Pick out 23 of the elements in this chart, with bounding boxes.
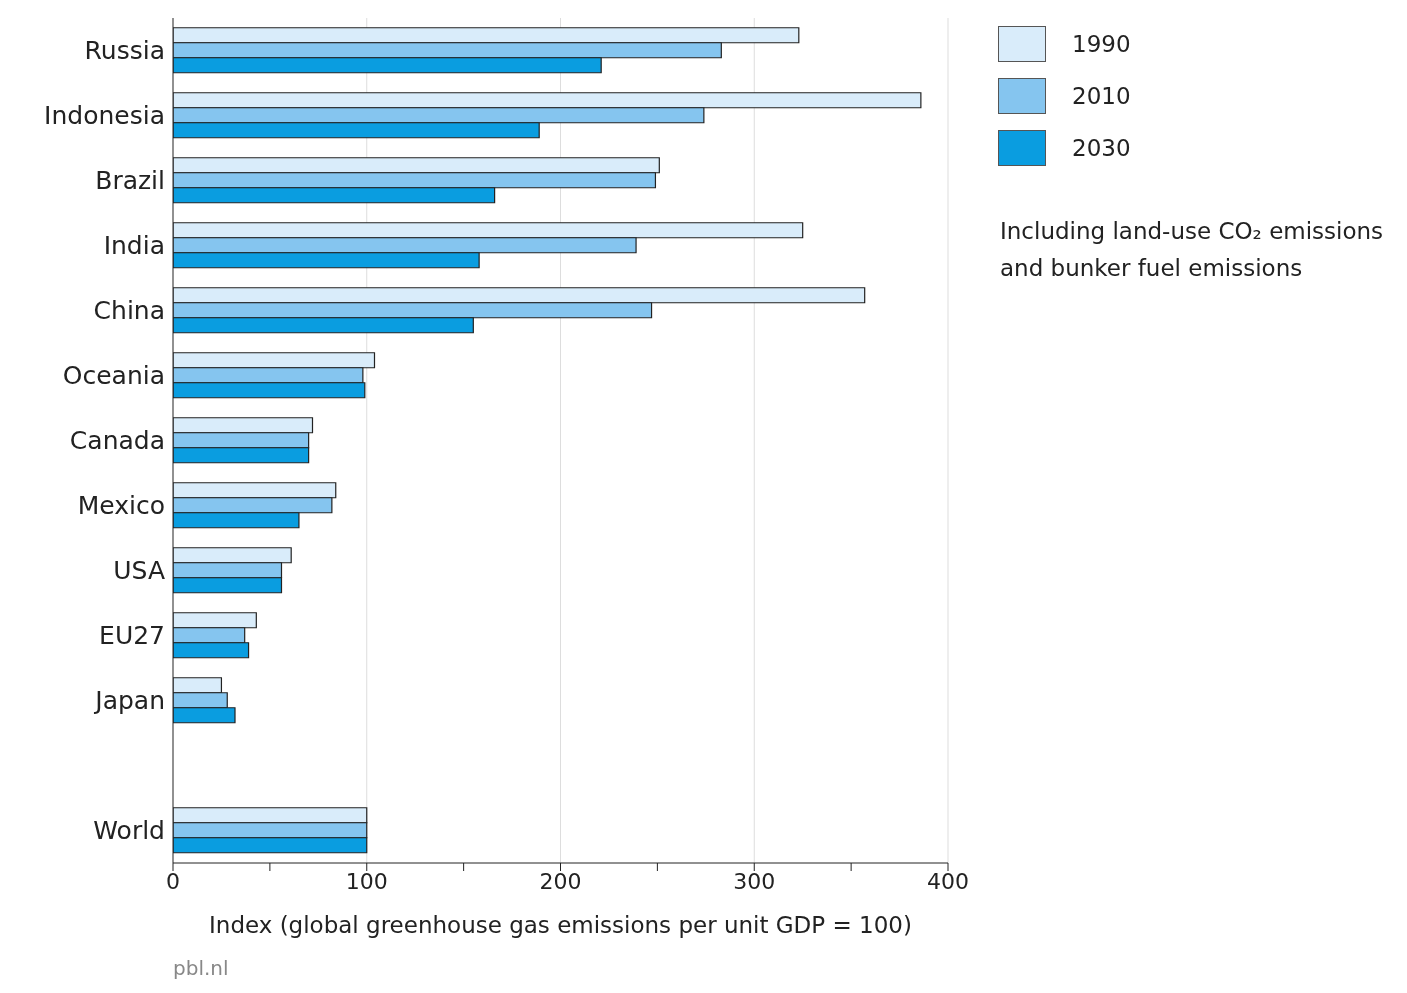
y-tick-label: USA [113, 556, 165, 586]
y-tick-label: Brazil [95, 166, 165, 196]
x-axis-title: Index (global greenhouse gas emissions per unit GDP = 100) [209, 912, 912, 938]
text: pbl.nl [173, 956, 229, 980]
legend-label: 1990 [1072, 31, 1131, 57]
x-tick-label: 400 [927, 868, 969, 894]
y-tick-label: India [103, 231, 165, 261]
y-tick-label: Canada [69, 426, 165, 456]
y-tick-label: China [93, 296, 165, 326]
legend-label: 2010 [1072, 83, 1131, 109]
x-tick-label: 0 [166, 868, 180, 894]
y-tick-label: Japan [93, 686, 165, 716]
x-tick-label: 300 [733, 868, 776, 894]
y-tick-label: World [93, 816, 165, 846]
y-tick-label: Mexico [77, 491, 165, 521]
x-tick-label: 100 [345, 868, 388, 894]
y-tick-label: Oceania [62, 361, 165, 391]
y-tick-label: Russia [84, 36, 165, 66]
x-tick-label: 200 [539, 868, 582, 894]
y-tick-label: Indonesia [44, 101, 165, 131]
text: Including land-use CO₂ emissions and bunker fuel emissions [1000, 217, 1385, 283]
legend-label: 2030 [1072, 135, 1131, 161]
y-tick-label: EU27 [99, 621, 165, 651]
